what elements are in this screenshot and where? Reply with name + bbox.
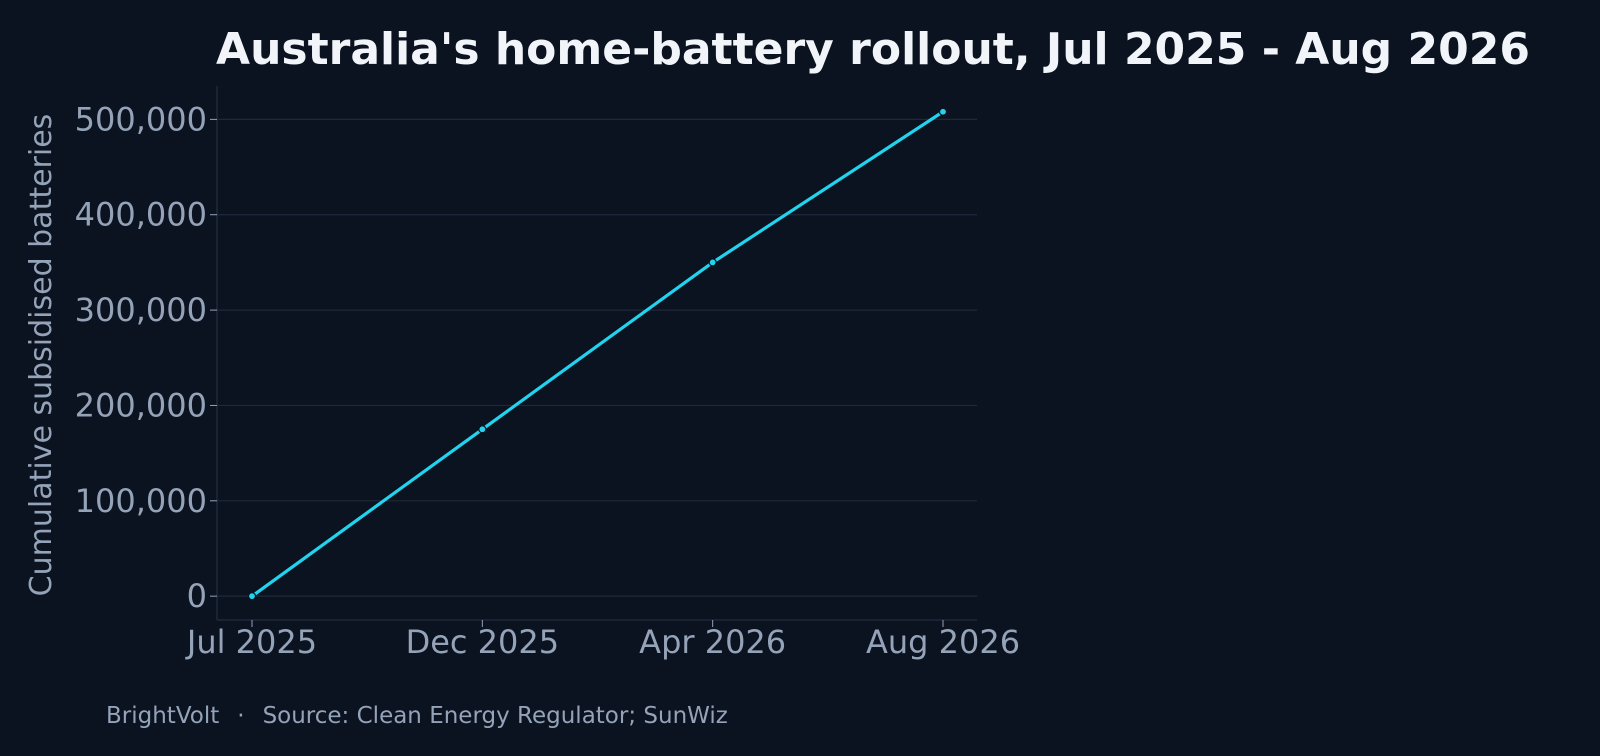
y-tick-label: 200,000	[75, 386, 207, 424]
y-axis-ticks: 0 100,000 200,000 300,000 400,000 500,000	[75, 100, 217, 615]
footer-source: Source: Clean Energy Regulator; SunWiz	[263, 703, 728, 729]
y-tick-label: 0	[187, 577, 207, 615]
y-tick-label: 100,000	[75, 482, 207, 520]
y-tick-label: 400,000	[75, 196, 207, 234]
y-tick-label: 300,000	[75, 291, 207, 329]
y-axis-label: Cumulative subsidised batteries	[24, 114, 59, 597]
data-point	[708, 258, 717, 267]
data-point	[938, 107, 948, 116]
grid-lines	[217, 118, 977, 597]
x-tick-label: Jul 2025	[185, 623, 317, 661]
x-axis-ticks: Jul 2025 Dec 2025 Apr 2026 Aug 2026	[185, 620, 1020, 661]
footer: BrightVolt · Source: Clean Energy Regulato…	[106, 703, 728, 729]
x-tick-label: Aug 2026	[866, 623, 1020, 661]
data-point	[247, 592, 257, 601]
data-point	[478, 425, 487, 434]
chart-title: Australia's home-battery rollout, Jul 20…	[216, 24, 1530, 75]
footer-brand: BrightVolt	[106, 703, 219, 729]
axes	[216, 86, 977, 621]
y-tick-label: 500,000	[75, 100, 207, 138]
x-tick-label: Apr 2026	[639, 623, 786, 661]
footer-separator: ·	[237, 703, 244, 729]
x-tick-label: Dec 2025	[406, 623, 560, 661]
series-layer	[247, 107, 948, 601]
series-line	[250, 110, 945, 598]
